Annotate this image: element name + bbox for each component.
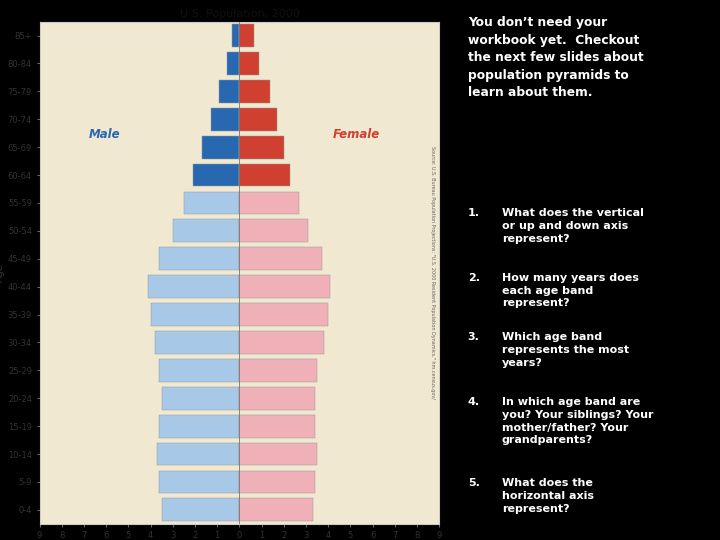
Bar <box>239 219 308 242</box>
Text: What does the vertical
or up and down axis
represent?: What does the vertical or up and down ax… <box>502 208 644 244</box>
Bar <box>239 24 254 47</box>
Text: 2.: 2. <box>468 273 480 283</box>
Bar <box>239 108 277 131</box>
Bar <box>160 359 239 382</box>
Bar <box>239 275 330 298</box>
Text: Male: Male <box>89 128 120 141</box>
Bar <box>239 52 259 75</box>
Bar <box>239 359 317 382</box>
Bar <box>239 331 324 354</box>
Text: 4.: 4. <box>468 397 480 407</box>
Bar <box>239 247 322 270</box>
Bar <box>239 303 328 326</box>
Bar <box>239 80 271 103</box>
Bar <box>239 415 315 437</box>
Bar <box>239 192 300 214</box>
Bar <box>202 136 239 159</box>
Bar <box>162 387 239 410</box>
Bar <box>220 80 239 103</box>
Bar <box>239 498 312 521</box>
Text: 1.: 1. <box>468 208 480 218</box>
Text: Which age band
represents the most
years?: Which age band represents the most years… <box>502 332 629 368</box>
Bar <box>162 498 239 521</box>
Bar <box>184 192 239 214</box>
Text: Source: U.S. Bureau Population Projections: "U.S. 2000 Resident Population Dynam: Source: U.S. Bureau Population Projectio… <box>430 146 435 399</box>
Bar <box>210 108 239 131</box>
Bar <box>160 415 239 437</box>
Text: 5.: 5. <box>468 478 480 488</box>
Bar <box>160 470 239 494</box>
Bar <box>157 443 239 465</box>
Bar <box>155 331 239 354</box>
Bar <box>239 136 284 159</box>
Bar <box>228 52 239 75</box>
Text: How many years does
each age band
represent?: How many years does each age band repres… <box>502 273 639 308</box>
Text: What does the
horizontal axis
represent?: What does the horizontal axis represent? <box>502 478 594 514</box>
Bar <box>150 303 239 326</box>
Y-axis label: Age: Age <box>0 264 5 282</box>
Bar <box>239 443 317 465</box>
Bar <box>193 164 239 186</box>
Bar <box>239 470 315 494</box>
Bar <box>160 247 239 270</box>
Title: U.S. Population, 2000: U.S. Population, 2000 <box>179 9 300 19</box>
Text: In which age band are
you? Your siblings? Your
mother/father? Your
grandparents?: In which age band are you? Your siblings… <box>502 397 653 445</box>
Text: You don’t need your
workbook yet.  Checkout
the next few slides about
population: You don’t need your workbook yet. Checko… <box>468 16 644 99</box>
Bar <box>232 24 239 47</box>
Bar <box>239 164 290 186</box>
Text: Female: Female <box>333 128 380 141</box>
Bar <box>148 275 239 298</box>
Bar <box>173 219 239 242</box>
Text: 3.: 3. <box>468 332 480 342</box>
Bar <box>239 387 315 410</box>
